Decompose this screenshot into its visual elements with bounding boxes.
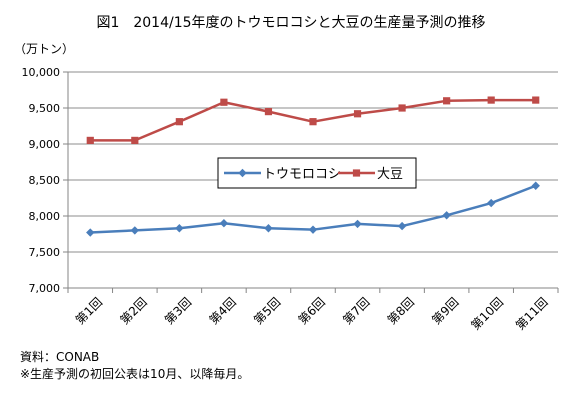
data-point	[353, 110, 362, 118]
data-point	[175, 224, 184, 233]
x-tick-label: 第5回	[251, 295, 283, 327]
y-tick-labels: 7,000 7,500 8,000 8,500 9,000 9,500 10,000	[22, 66, 61, 295]
x-tick-label: 第3回	[162, 295, 194, 327]
legend-marker	[352, 169, 361, 177]
chart-title: 図1 2014/15年度のトウモロコシと大豆の生産量予測の推移	[96, 15, 485, 31]
data-point	[131, 136, 139, 144]
data-point	[86, 228, 95, 237]
x-tick-labels: 第1回 第2回 第3回 第4回 第5回 第6回 第7回 第8回 第9回 第10回 第11回	[73, 295, 551, 333]
x-tick-label: 第8回	[385, 295, 417, 327]
data-point	[220, 98, 228, 106]
x-tick-label: 第6回	[296, 295, 328, 327]
data-point	[219, 219, 229, 228]
data-point	[308, 225, 318, 234]
data-point	[397, 221, 407, 231]
y-tick-label: 8,000	[29, 210, 61, 223]
data-point	[443, 97, 451, 105]
data-point	[264, 108, 273, 116]
legend-marker	[238, 168, 247, 178]
data-point	[487, 96, 495, 104]
x-tick-label: 第11回	[513, 295, 551, 333]
data-point	[531, 181, 540, 190]
y-tick-label: 7,500	[29, 246, 61, 259]
axes	[63, 71, 559, 293]
series-lines	[86, 96, 540, 237]
x-tick-label: 第7回	[340, 295, 372, 327]
source-text: 資料：CONAB	[20, 350, 100, 364]
data-point	[130, 226, 140, 235]
data-point	[398, 104, 406, 112]
x-tick-label: 第9回	[429, 295, 461, 327]
data-point	[264, 224, 273, 233]
y-tick-label: 10,000	[22, 66, 61, 79]
y-tick-label: 7,000	[29, 282, 61, 295]
data-point	[353, 219, 362, 229]
footnote-text: ※生産予測の初回公表は10月、以降毎月。	[20, 367, 250, 381]
legend-box	[217, 157, 417, 189]
y-axis-unit: （万トン）	[14, 42, 74, 56]
data-point	[532, 96, 540, 104]
data-point	[309, 118, 317, 126]
x-tick-label: 第10回	[468, 295, 506, 333]
y-tick-label: 8,500	[29, 174, 61, 187]
legend-label: 大豆	[377, 167, 403, 182]
x-tick-label: 第4回	[207, 295, 239, 327]
y-tick-label: 9,500	[29, 102, 61, 115]
x-tick-label: 第1回	[73, 295, 105, 327]
data-point	[486, 198, 496, 208]
legend: トウモロコシ 大豆	[217, 157, 417, 189]
data-point	[86, 136, 94, 144]
y-tick-label: 9,000	[29, 138, 61, 151]
legend-label: トウモロコシ	[263, 167, 341, 182]
data-point	[175, 118, 183, 126]
x-tick-label: 第2回	[117, 295, 149, 327]
data-point	[442, 211, 451, 220]
